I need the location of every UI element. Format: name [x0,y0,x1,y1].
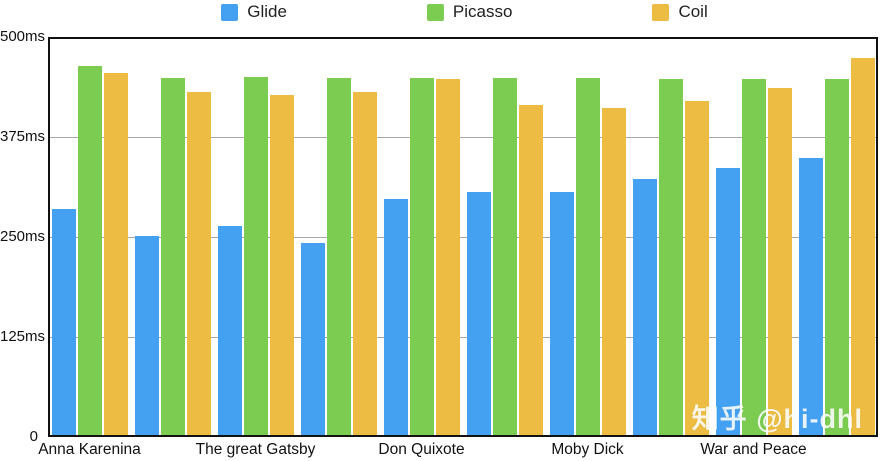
y-tick-label-0: 0 [29,428,38,445]
gridline-125 [48,336,878,338]
picasso-legend-swatch [426,3,444,21]
x-tick-label: The great Gatsby [195,441,316,458]
legend-label: Coil [678,2,708,21]
bar-glide-1 [51,209,76,437]
bar-picasso-10 [824,78,849,437]
bar-glide-8 [632,178,657,437]
bar-glide-2 [134,236,159,437]
bar-picasso-2 [160,77,185,437]
bar-coil-4 [352,92,377,437]
bar-coil-10 [850,57,875,437]
bar-group-4 [297,37,380,437]
bar-picasso-1 [77,65,102,437]
bar-group-8 [629,37,712,437]
bar-glide-3 [217,225,242,437]
gridline-375 [48,136,878,138]
bar-group-9 [712,37,795,437]
y-tick-label-250: 250ms [0,228,46,245]
y-tick-label-125: 125ms [0,328,46,345]
bar-picasso-4 [326,77,351,437]
x-tick-label: Anna Karenina [38,441,141,458]
coil-legend-swatch [652,3,670,21]
x-tick-label: Don Quixote [378,441,465,458]
bar-coil-3 [269,94,294,437]
bar-coil-8 [684,101,709,437]
bar-coil-6 [518,105,543,437]
bar-group-1 [48,37,131,437]
legend-label: Picasso [452,2,513,21]
bar-picasso-5 [409,77,434,437]
bar-glide-9 [715,168,740,437]
legend-item-coil: Coil [652,1,708,23]
bar-group-10 [795,37,878,437]
bar-glide-5 [383,198,408,437]
bar-group-3 [214,37,297,437]
bar-coil-9 [767,88,792,437]
legend-label: Glide [247,2,287,21]
bar-group-2 [131,37,214,437]
y-tick-label-500: 500ms [0,28,46,45]
chart-legend: Glide Picasso Coil [0,1,883,23]
bar-picasso-8 [658,78,683,437]
glide-legend-swatch [221,3,239,21]
bar-picasso-9 [741,78,766,437]
bar-coil-1 [103,73,128,437]
bar-glide-4 [300,242,325,437]
y-tick-label-375: 375ms [0,128,46,145]
x-tick-label: War and Peace [700,441,807,458]
bar-coil-2 [186,92,211,437]
bar-group-7 [546,37,629,437]
bar-coil-7 [601,108,626,437]
x-tick-label: Moby Dick [551,441,624,458]
plot-area [48,37,878,437]
bar-group-6 [463,37,546,437]
bar-coil-5 [435,78,460,437]
bar-glide-6 [466,192,491,437]
bar-glide-10 [798,157,823,437]
bar-glide-7 [549,192,574,437]
legend-item-picasso: Picasso [426,1,513,23]
gridline-250 [48,236,878,238]
bar-picasso-3 [243,77,268,437]
bar-group-5 [380,37,463,437]
legend-item-glide: Glide [221,1,287,23]
bar-picasso-6 [492,77,517,437]
bar-picasso-7 [575,77,600,437]
